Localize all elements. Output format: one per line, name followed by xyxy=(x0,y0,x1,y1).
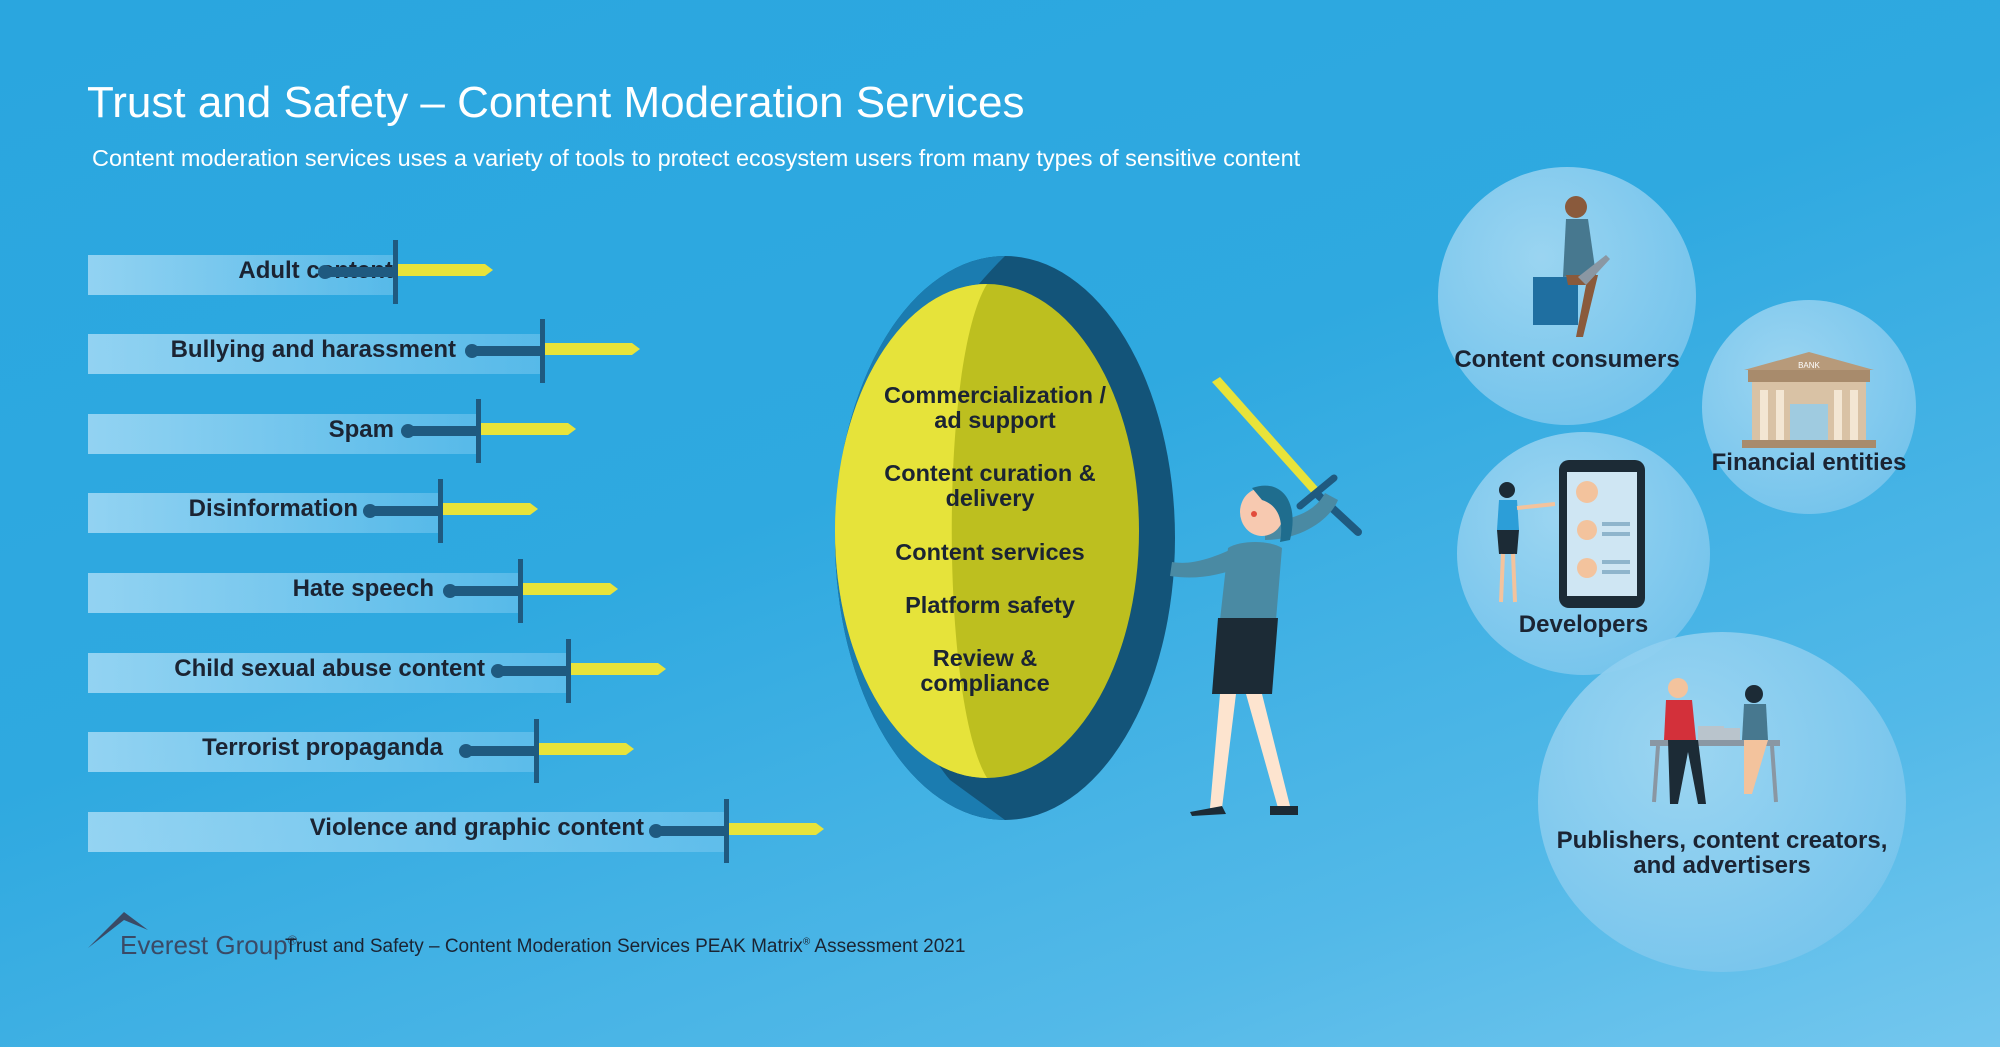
threat-label: Bullying and harassment xyxy=(170,336,456,363)
circle-label: Publishers, content creators, and advert… xyxy=(1556,827,1888,879)
sword-icon xyxy=(401,399,576,463)
logo-mark: ® xyxy=(287,932,298,948)
shield-item: Platform safety xyxy=(905,592,1075,618)
circle-label: Financial entities xyxy=(1711,449,1907,476)
threat-label: Spam xyxy=(328,416,394,443)
shield-item: Content curation & delivery xyxy=(884,460,1096,511)
sword-icon xyxy=(649,799,824,863)
bank-sign: BANK xyxy=(1798,361,1820,370)
people-desk-icon xyxy=(1650,678,1780,804)
bank-icon: BANK xyxy=(1742,352,1876,448)
shield-item: Review & compliance xyxy=(920,645,1050,696)
sword-icon xyxy=(491,639,666,703)
sword-icon xyxy=(363,479,538,543)
threat-band xyxy=(88,812,724,852)
circle-content-consumers: Content consumers xyxy=(1438,167,1696,425)
sword-icon xyxy=(443,559,618,623)
threat-label: Terrorist propaganda xyxy=(202,734,443,761)
threat-label: Hate speech xyxy=(292,575,434,602)
sword-icon xyxy=(459,719,634,783)
circle-developers: Developers xyxy=(1457,432,1710,675)
circle-publishers: Publishers, content creators, and advert… xyxy=(1538,632,1906,972)
footer-text-tail: Assessment 2021 xyxy=(810,936,966,957)
threat-label: Disinformation xyxy=(188,495,358,522)
circle-label: Content consumers xyxy=(1454,346,1680,373)
everest-group-logo: Everest Group® xyxy=(120,930,297,961)
page-title: Trust and Safety – Content Moderation Se… xyxy=(87,78,1025,127)
footer-registered-mark: ® xyxy=(802,936,811,948)
threat-label: Violence and graphic content xyxy=(309,814,644,841)
circle-label: Developers xyxy=(1518,611,1649,638)
shield-item: Content services xyxy=(895,539,1085,565)
threat-band xyxy=(88,653,566,693)
person-laptop-icon xyxy=(1533,196,1610,337)
footer-source: Trust and Safety – Content Moderation Se… xyxy=(285,936,965,958)
threat-violence: Violence and graphic content xyxy=(88,800,724,860)
shield-item: Commercialization / ad support xyxy=(884,382,1106,433)
footer-text-main: Trust and Safety – Content Moderation Se… xyxy=(285,936,803,957)
threat-bullying: Bullying and harassment xyxy=(88,322,540,382)
page-subtitle: Content moderation services uses a varie… xyxy=(92,145,1301,171)
threat-child-abuse: Child sexual abuse content xyxy=(88,641,566,701)
threat-band xyxy=(88,334,540,374)
logo-text: Everest Group xyxy=(120,930,288,960)
phone-app-icon xyxy=(1497,460,1645,608)
sword-icon xyxy=(318,240,493,304)
threat-label: Child sexual abuse content xyxy=(174,655,485,682)
everest-logo-mark-icon xyxy=(88,912,148,948)
circle-financial-entities: BANK Financial entities xyxy=(1702,300,1916,514)
sword-icon xyxy=(465,319,640,383)
